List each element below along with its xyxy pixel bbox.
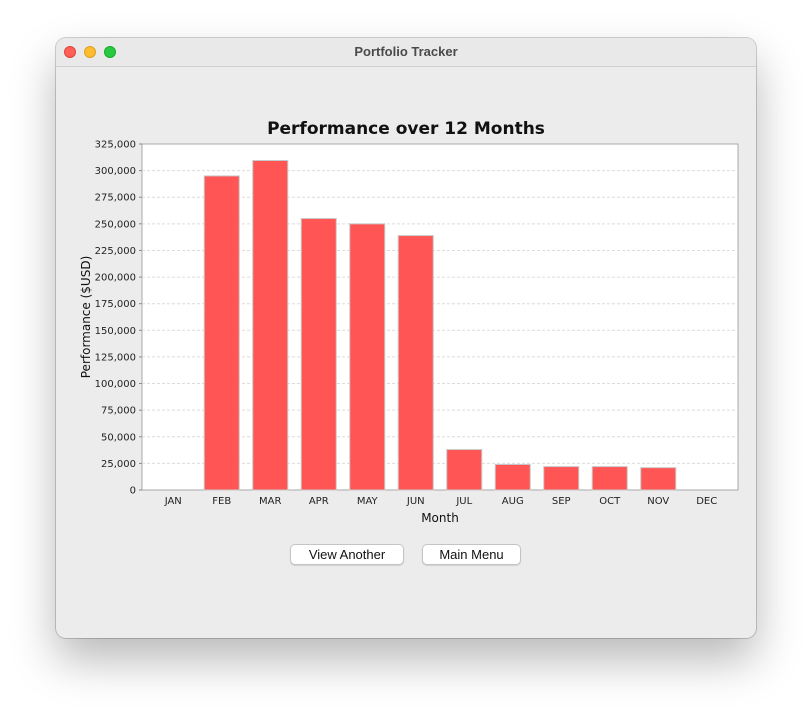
y-tick-label: 75,000	[101, 406, 136, 417]
y-tick-label: 225,000	[95, 246, 136, 257]
bar-nov	[640, 467, 677, 491]
x-tick-label-dec: DEC	[696, 496, 717, 507]
bar-oct	[591, 466, 628, 491]
minimize-window-icon[interactable]	[84, 46, 96, 58]
bar-may	[349, 223, 386, 491]
chart-title: Performance over 12 Months	[267, 119, 545, 139]
x-tick-label-sep: SEP	[552, 496, 571, 507]
maximize-window-icon[interactable]	[104, 46, 116, 58]
app-window: Portfolio Tracker Performance over 12 Mo…	[56, 38, 756, 638]
x-axis-ticks: JAN FEB MAR APR MAY JUN JUL AUG SEP OCT NOV DEC	[164, 496, 718, 507]
y-tick-label: 175,000	[95, 299, 136, 310]
y-tick-label: 25,000	[101, 459, 136, 470]
bar-sep	[543, 466, 580, 491]
y-axis-label: Performance ($USD)	[79, 256, 93, 379]
view-another-button[interactable]: View Another	[290, 544, 404, 565]
plot-area	[141, 143, 739, 491]
bar-jul	[446, 449, 483, 491]
bar-jun	[397, 235, 434, 491]
x-axis-label: Month	[421, 511, 459, 525]
x-tick-label-mar: MAR	[259, 496, 281, 507]
main-menu-button[interactable]: Main Menu	[422, 544, 521, 565]
bars	[203, 160, 677, 491]
window-title: Portfolio Tracker	[354, 44, 458, 59]
x-tick-label-nov: NOV	[647, 496, 669, 507]
y-tick-label: 275,000	[95, 193, 136, 204]
bar-apr	[300, 218, 337, 491]
y-tick-label: 325,000	[95, 140, 136, 151]
y-tick-label: 0	[130, 486, 136, 497]
y-tick-label: 300,000	[95, 166, 136, 177]
y-tick-label: 200,000	[95, 273, 136, 284]
x-tick-label-jan: JAN	[164, 496, 182, 507]
y-tick-label: 125,000	[95, 352, 136, 363]
title-bar: Portfolio Tracker	[56, 38, 756, 67]
x-tick-label-oct: OCT	[599, 496, 621, 507]
bar-aug	[494, 463, 531, 491]
y-axis-ticks: 0 25,000 50,000 75,000 100,000 125,000 150,000…	[95, 140, 142, 497]
bar-mar	[252, 160, 289, 491]
x-tick-label-feb: FEB	[212, 496, 231, 507]
x-tick-label-aug: AUG	[502, 496, 524, 507]
x-tick-label-apr: APR	[309, 496, 329, 507]
y-tick-label: 100,000	[95, 379, 136, 390]
bar-feb	[203, 175, 240, 491]
y-tick-label: 250,000	[95, 219, 136, 230]
x-tick-label-jul: JUL	[455, 496, 472, 507]
x-tick-label-may: MAY	[357, 496, 379, 507]
y-tick-label: 50,000	[101, 432, 136, 443]
x-tick-label-jun: JUN	[406, 496, 425, 507]
bar-chart: Performance over 12 Months 0 25,000 50,000…	[79, 119, 739, 525]
y-tick-label: 150,000	[95, 326, 136, 337]
grid-lines	[142, 170, 738, 464]
close-window-icon[interactable]	[64, 46, 76, 58]
